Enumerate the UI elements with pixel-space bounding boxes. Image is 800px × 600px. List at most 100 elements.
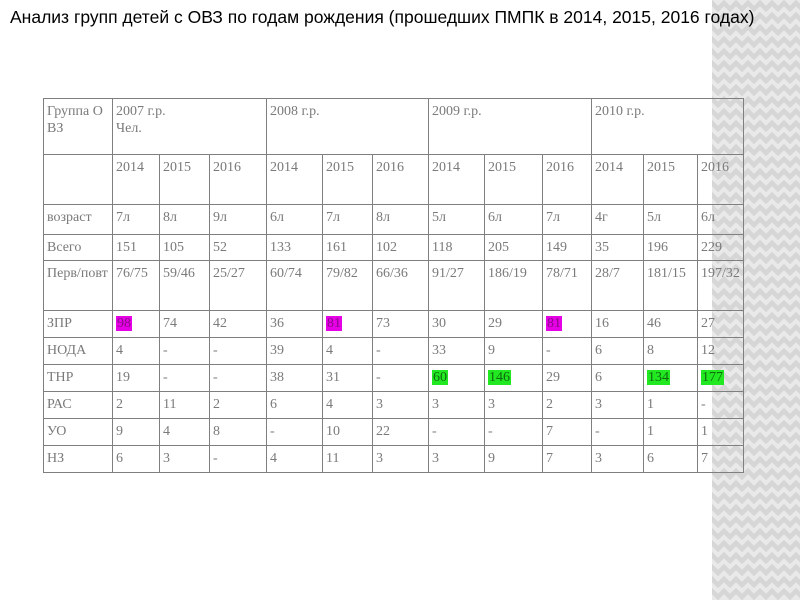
data-cell: -: [542, 337, 592, 365]
data-cell: 186/19: [484, 260, 543, 311]
data-cell: 81: [322, 310, 373, 338]
data-cell: 7: [697, 445, 744, 473]
data-cell: -: [372, 337, 429, 365]
data-cell: 7л: [322, 204, 373, 235]
year-cell: 2014: [591, 154, 644, 205]
table-row-uo: УО 9 4 8-10 22- -7-1 1: [43, 418, 744, 446]
row-label-cell: РАС: [43, 391, 113, 419]
data-cell: 8л: [372, 204, 429, 235]
data-cell: 8л: [159, 204, 210, 235]
data-cell: 9: [484, 337, 543, 365]
table-row-zpr: ЗПР 98 74 42 36 81 73 30 29 81 16 46 27: [43, 310, 744, 338]
data-cell: 1: [643, 391, 698, 419]
data-cell: -: [159, 364, 210, 392]
data-cell: 102: [372, 234, 429, 261]
data-cell: 6: [643, 445, 698, 473]
year-cell: 2014: [266, 154, 323, 205]
data-cell: 146: [484, 364, 543, 392]
row-label-cell: ТНР: [43, 364, 113, 392]
data-cell: 2: [542, 391, 592, 419]
data-cell: 1: [697, 418, 744, 446]
data-cell: 6л: [266, 204, 323, 235]
data-cell: 6л: [697, 204, 744, 235]
data-cell: 7л: [112, 204, 160, 235]
year-cell: 2015: [643, 154, 698, 205]
data-cell: 30: [428, 310, 485, 338]
year-group-cell-2010: 2010 г.р.: [591, 98, 744, 155]
table-row-nz: НЗ 6 3-4 11 3 3 9 7 3 6 7: [43, 445, 744, 473]
year-cell: 2015: [322, 154, 373, 205]
year-cell: 2016: [697, 154, 744, 205]
year-cell: 2016: [372, 154, 429, 205]
row-label-cell: Всего: [43, 234, 113, 261]
data-cell: 7: [542, 418, 592, 446]
data-cell: 4: [322, 337, 373, 365]
data-cell: 39: [266, 337, 323, 365]
data-cell: 38: [266, 364, 323, 392]
data-cell: 42: [209, 310, 267, 338]
data-cell: 6: [591, 337, 644, 365]
data-cell: 3: [591, 391, 644, 419]
data-cell: 5л: [428, 204, 485, 235]
data-cell: 118: [428, 234, 485, 261]
data-cell: 52: [209, 234, 267, 261]
data-cell: 76/75: [112, 260, 160, 311]
data-cell: 3: [372, 391, 429, 419]
data-cell: 4г: [591, 204, 644, 235]
data-cell: 3: [428, 445, 485, 473]
data-cell: 19: [112, 364, 160, 392]
year-group-label: 2009 г.р.: [432, 104, 482, 119]
data-table: Группа ОВЗ 2007 г.р. Чел. 2008 г.р. 2009…: [43, 98, 744, 473]
data-cell: 105: [159, 234, 210, 261]
data-cell: 196: [643, 234, 698, 261]
data-cell: -: [591, 418, 644, 446]
year-header-row: 2014 2015 2016 2014 2015 2016 2014 2015 …: [43, 154, 744, 205]
year-group-cell-2008: 2008 г.р.: [266, 98, 429, 155]
row-label-cell: ЗПР: [43, 310, 113, 338]
data-cell: -: [372, 364, 429, 392]
data-cell: 6л: [484, 204, 543, 235]
row-label-cell: УО: [43, 418, 113, 446]
year-cell: 2014: [112, 154, 160, 205]
data-cell: 6: [266, 391, 323, 419]
year-cell: 2014: [428, 154, 485, 205]
data-cell: 9: [112, 418, 160, 446]
highlighted-value: 81: [546, 316, 562, 331]
empty-header-cell: [43, 154, 113, 205]
data-cell: -: [209, 337, 267, 365]
year-cell: 2016: [542, 154, 592, 205]
data-cell: 6: [591, 364, 644, 392]
data-cell: 11: [159, 391, 210, 419]
data-cell: 6: [112, 445, 160, 473]
table-row-first-repeat: Перв/повт 76/75 59/46 25/27 60/74 79/82 66/36 9…: [43, 260, 744, 311]
data-cell: 46: [643, 310, 698, 338]
year-group-cell-2007: 2007 г.р. Чел.: [112, 98, 267, 155]
year-cell: 2016: [209, 154, 267, 205]
year-cell: 2015: [159, 154, 210, 205]
highlighted-value: 60: [432, 370, 448, 385]
data-cell: 25/27: [209, 260, 267, 311]
highlighted-value: 98: [116, 316, 132, 331]
table-row-noda: НОДА 4- -39 4-33 9-6 8 12: [43, 337, 744, 365]
data-cell: 36: [266, 310, 323, 338]
data-cell: 2: [209, 391, 267, 419]
data-cell: -: [697, 391, 744, 419]
row-label-cell: НОДА: [43, 337, 113, 365]
data-cell: 151: [112, 234, 160, 261]
data-cell: 33: [428, 337, 485, 365]
data-cell: -: [209, 445, 267, 473]
data-cell: 133: [266, 234, 323, 261]
corner-header-cell: Группа ОВЗ: [43, 98, 113, 155]
data-cell: 229: [697, 234, 744, 261]
data-cell: 8: [209, 418, 267, 446]
data-cell: 2: [112, 391, 160, 419]
highlighted-value: 134: [647, 370, 670, 385]
data-cell: 197/32: [697, 260, 744, 311]
data-cell: 3: [428, 391, 485, 419]
data-cell: -: [266, 418, 323, 446]
row-label-cell: Перв/повт: [43, 260, 113, 311]
highlighted-value: 146: [488, 370, 511, 385]
data-cell: 11: [322, 445, 373, 473]
data-cell: 8: [643, 337, 698, 365]
year-group-label: 2010 г.р.: [595, 104, 645, 119]
